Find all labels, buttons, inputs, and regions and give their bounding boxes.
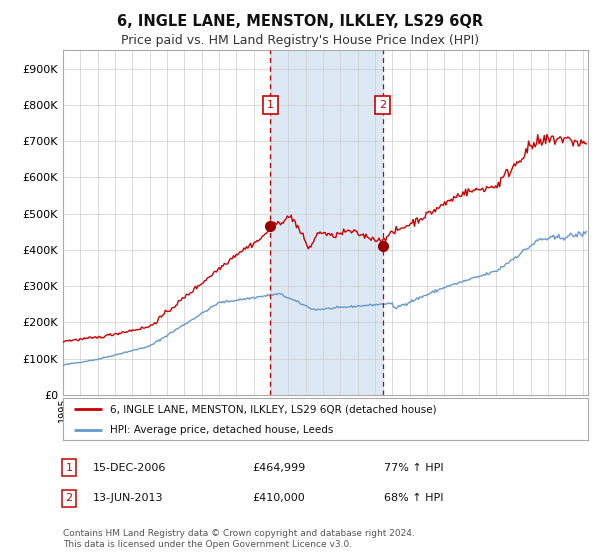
- Text: 6, INGLE LANE, MENSTON, ILKLEY, LS29 6QR (detached house): 6, INGLE LANE, MENSTON, ILKLEY, LS29 6QR…: [110, 404, 437, 414]
- Text: 6, INGLE LANE, MENSTON, ILKLEY, LS29 6QR: 6, INGLE LANE, MENSTON, ILKLEY, LS29 6QR: [117, 14, 483, 29]
- Bar: [270, 50, 383, 395]
- Text: 2: 2: [65, 493, 73, 503]
- Text: 2: 2: [379, 100, 386, 110]
- Text: Price paid vs. HM Land Registry's House Price Index (HPI): Price paid vs. HM Land Registry's House …: [121, 34, 479, 46]
- Text: 77% ↑ HPI: 77% ↑ HPI: [384, 463, 443, 473]
- Text: 1: 1: [267, 100, 274, 110]
- Text: 1: 1: [65, 463, 73, 473]
- Text: £464,999: £464,999: [252, 463, 305, 473]
- Text: 68% ↑ HPI: 68% ↑ HPI: [384, 493, 443, 503]
- Text: 13-JUN-2013: 13-JUN-2013: [93, 493, 163, 503]
- Text: 15-DEC-2006: 15-DEC-2006: [93, 463, 166, 473]
- Text: £410,000: £410,000: [252, 493, 305, 503]
- Text: HPI: Average price, detached house, Leeds: HPI: Average price, detached house, Leed…: [110, 426, 334, 435]
- Text: Contains HM Land Registry data © Crown copyright and database right 2024.
This d: Contains HM Land Registry data © Crown c…: [63, 529, 415, 549]
